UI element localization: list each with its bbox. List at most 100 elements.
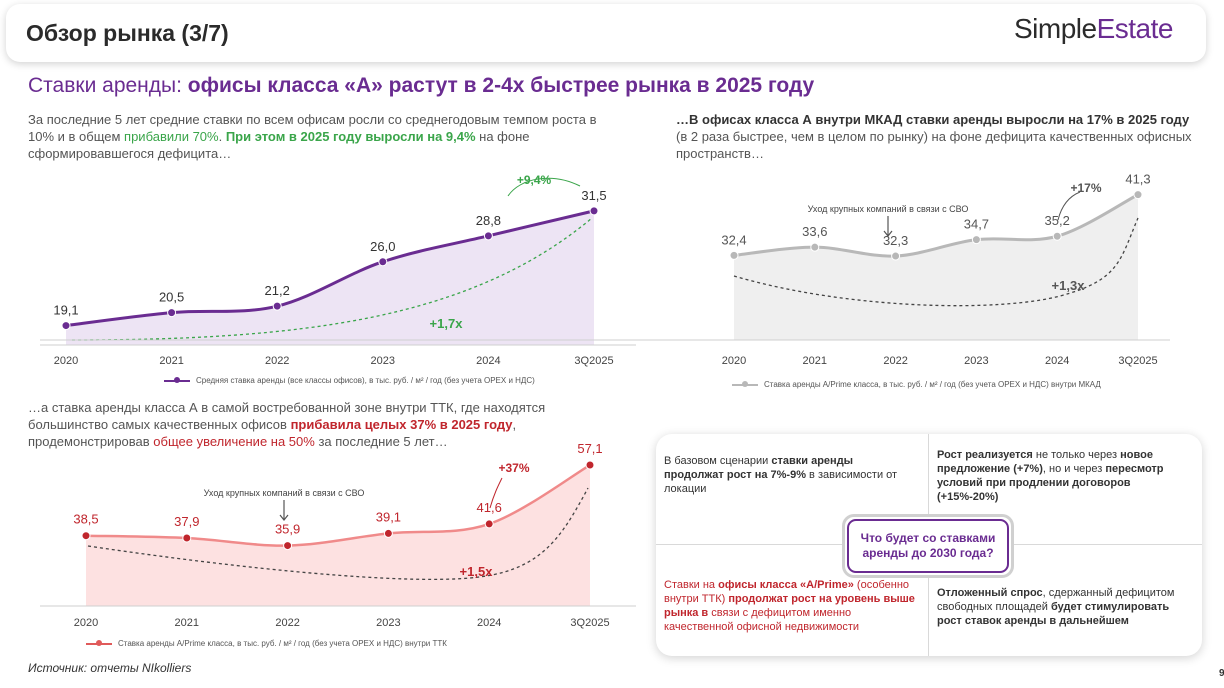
logo-simple: Simple	[1014, 13, 1097, 44]
growth-label: +37%	[498, 461, 529, 475]
summary-tr-0: Рост реализуется	[937, 449, 1033, 461]
block1-text: За последние 5 лет средние ставки по все…	[28, 111, 598, 162]
summary-bottom-left: Ставки на офисы класса «А/Prime» (особен…	[664, 578, 922, 634]
data-point	[1052, 231, 1062, 241]
block3-text: …а ставка аренды класса А в самой востре…	[28, 399, 628, 450]
x-tick-label: 2020	[54, 355, 78, 367]
logo: SimpleEstate	[1014, 13, 1173, 45]
block1-t1: За последние 5 лет средние ставки по все…	[28, 112, 597, 144]
data-point	[182, 533, 192, 543]
block1-t2: прибавили 70%	[124, 129, 219, 144]
trend-line	[71, 217, 593, 341]
x-tick-label: 2022	[275, 617, 299, 629]
legend-all-offices: Средняя ставка аренды (все классы офисов…	[164, 376, 535, 385]
data-label: 39,1	[376, 509, 401, 524]
data-point	[283, 541, 293, 551]
block2-text: …В офисах класса А внутри МКАД ставки ар…	[676, 111, 1198, 162]
series-line	[85, 463, 591, 547]
headline: Ставки аренды: офисы класса «А» растут в…	[28, 74, 814, 98]
trend-label: +1,5x	[460, 564, 494, 579]
chart-class-a-ttk: 38,5 2020 37,9 2021 35,9 2022 39,1 2023 41,6 2024…	[40, 441, 636, 629]
summary-tr-3: , но и через	[1042, 463, 1106, 475]
summary-br-2: будет стимулировать рост ставок аренды в…	[937, 601, 1170, 627]
forecast-summary: В базовом сценарии ставки аренды продолж…	[656, 434, 1202, 656]
summary-br-0: Отложенный спрос	[937, 587, 1043, 599]
block1-t5: на фоне сформировавшегося дефицита…	[28, 129, 530, 161]
data-label: 21,2	[265, 283, 290, 298]
growth-label: +9,4%	[517, 173, 552, 187]
data-point	[167, 308, 177, 318]
summary-br-1: , сдержанный дефицитом свободных площаде…	[937, 587, 1175, 613]
data-label: 41,3	[1125, 172, 1150, 187]
block2-t1: …В офисах класса А внутри МКАД ставки ар…	[676, 112, 1190, 127]
x-tick-label: 2024	[1045, 355, 1069, 367]
chart-class-a-mkad: 32,4 2020 33,6 2021 32,3 2022 34,7 2023 35,2 2024…	[40, 172, 1170, 367]
page-title: Обзор рынка (3/7)	[26, 20, 229, 46]
data-label: 34,7	[964, 217, 989, 232]
x-tick-label: 2021	[175, 617, 199, 629]
area-fill	[734, 194, 1138, 340]
x-tick-label: 3Q2025	[574, 355, 613, 367]
event-annotation: Уход крупных компаний в связи с СВО	[204, 488, 365, 498]
data-point	[81, 531, 91, 541]
data-point	[272, 301, 282, 311]
trend-line	[733, 217, 1139, 307]
x-tick-label: 3Q2025	[570, 617, 609, 629]
x-tick-label: 2021	[159, 355, 183, 367]
block3-t4: общее увеличение на 50%	[153, 434, 315, 449]
x-tick-label: 2023	[376, 617, 400, 629]
block1-t4: При этом в 2025 году выросли на 9,4%	[225, 129, 476, 144]
logo-estate: Estate	[1096, 13, 1174, 44]
annotation-arrowhead	[883, 230, 893, 237]
page-number: 9	[1219, 668, 1224, 679]
block3-t1: …а ставка аренды класса А в самой востре…	[28, 400, 546, 432]
source-note: Источник: отчеты NIkolliers	[28, 661, 192, 675]
data-label: 19,1	[53, 303, 78, 318]
x-tick-label: 2022	[883, 355, 907, 367]
data-label: 31,5	[581, 188, 606, 203]
summary-tl-0: В базовом сценарии	[664, 455, 772, 467]
summary-bottom-right: Отложенный спрос, сдержанный дефицитом с…	[937, 586, 1189, 628]
data-label: 32,4	[721, 232, 746, 247]
data-label: 20,5	[159, 290, 184, 305]
summary-tl-2: в зависимости от локации	[664, 469, 898, 495]
x-tick-label: 2020	[722, 355, 746, 367]
growth-label: +17%	[1070, 181, 1101, 195]
block3-t2: прибавила целых 37% в 2025 году	[290, 417, 513, 432]
x-tick-label: 3Q2025	[1118, 355, 1157, 367]
headline-bold: офисы класса «А» растут в 2-4х быстрее р…	[187, 74, 815, 97]
data-label: 26,0	[370, 239, 395, 254]
summary-bl-1: офисы класса «А/Prime»	[718, 579, 854, 591]
legend-text: Ставка аренды А/Prime класса, в тыс. руб…	[764, 380, 1101, 389]
x-tick-label: 2020	[74, 617, 98, 629]
summary-tr-2: новое предложение (+7%)	[937, 449, 1153, 475]
summary-top-left: В базовом сценарии ставки аренды продолж…	[664, 454, 912, 496]
data-label: 57,1	[577, 441, 602, 456]
summary-bl-2: (особенно внутри ТТК)	[664, 579, 910, 605]
summary-top-right: Рост реализуется не только через новое п…	[937, 448, 1189, 504]
data-label: 32,3	[883, 233, 908, 248]
data-point	[378, 257, 388, 267]
legend-class-a-ttk: Ставка аренды А/Prime класса, в тыс. руб…	[86, 639, 447, 648]
legend-marker	[86, 639, 112, 646]
trend-label: +1,7x	[430, 316, 464, 331]
block1-t3: .	[218, 129, 226, 144]
header-bar	[6, 4, 1206, 62]
x-tick-label: 2023	[964, 355, 988, 367]
data-label: 28,8	[476, 213, 501, 228]
growth-arrow	[1057, 191, 1081, 221]
summary-bl-0: Ставки на	[664, 579, 719, 591]
series-line	[733, 193, 1139, 258]
summary-bl-3: продолжат рост на уровень выше рынка в	[664, 593, 915, 619]
data-point	[1133, 190, 1143, 200]
series-line	[65, 209, 595, 328]
legend-text: Ставка аренды А/Prime класса, в тыс. руб…	[118, 639, 447, 648]
data-point	[891, 251, 901, 261]
growth-arrow	[489, 477, 503, 509]
x-tick-label: 2024	[476, 355, 500, 367]
data-point	[585, 460, 595, 470]
x-tick-label: 2022	[265, 355, 289, 367]
data-label: 38,5	[73, 512, 98, 527]
data-label: 35,9	[275, 522, 300, 537]
block3-t5: за последние 5 лет…	[314, 434, 448, 449]
